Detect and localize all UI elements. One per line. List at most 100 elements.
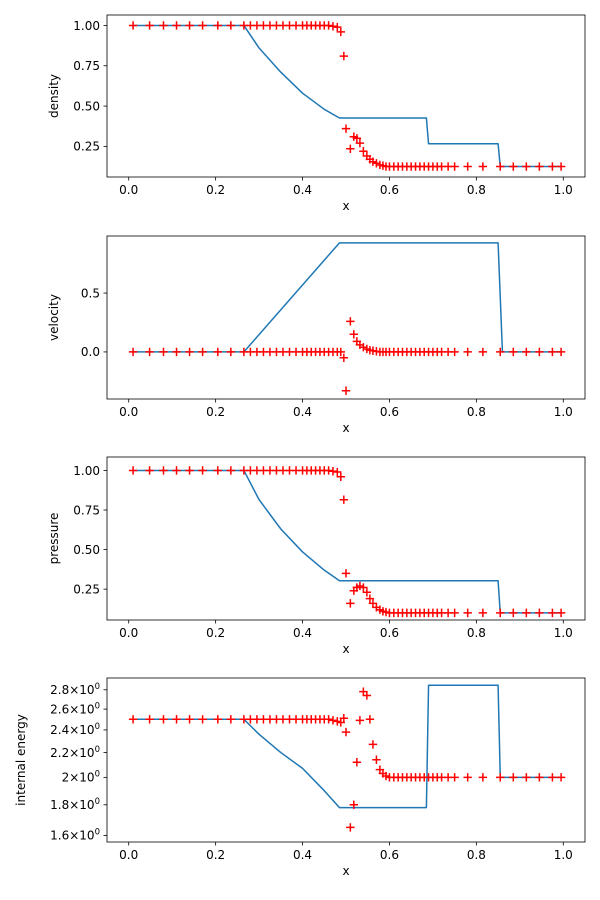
- x-tick-label: 1.0: [554, 405, 573, 419]
- y-tick-label: 0.50: [73, 543, 100, 557]
- data-point-marker: [145, 466, 154, 475]
- data-point-marker: [341, 386, 351, 395]
- data-point-marker: [324, 466, 333, 475]
- data-point-marker: [339, 714, 349, 723]
- data-point-marker: [128, 466, 138, 475]
- y-tick-label: 0.50: [73, 99, 100, 113]
- data-point-marker: [128, 347, 138, 357]
- data-point-marker: [352, 757, 362, 767]
- x-tick-label: 0.6: [380, 183, 399, 197]
- y-tick-label: 2.6×100: [50, 701, 100, 716]
- data-point-marker: [556, 162, 566, 171]
- x-tick-label: 0.4: [293, 848, 312, 862]
- data-point-marker: [365, 594, 375, 603]
- data-point-marker: [496, 608, 505, 618]
- data-point-marker: [368, 740, 378, 749]
- data-point-marker: [226, 715, 236, 724]
- y-tick-label: 2.8×100: [50, 682, 100, 697]
- y-tick-label: 1.00: [73, 19, 100, 33]
- subplot-3: 0.0 0.2 0.4 0.6 0.8 1.0 1.6×100 1.8×100 2×100 2.2…: [14, 677, 586, 878]
- data-point-marker: [346, 144, 355, 153]
- data-point-marker: [339, 51, 349, 61]
- x-tick-label: 0.8: [467, 405, 486, 419]
- data-point-marker: [185, 347, 194, 357]
- data-point-marker: [478, 162, 488, 171]
- plot-area: [128, 21, 566, 171]
- data-point-marker: [463, 162, 472, 171]
- data-point-marker: [333, 22, 342, 32]
- data-point-marker: [226, 21, 236, 30]
- x-axis-label: x: [342, 864, 349, 878]
- data-point-marker: [535, 773, 544, 782]
- x-axis-label: x: [342, 642, 349, 656]
- y-tick-label: 0.75: [73, 503, 100, 517]
- data-point-marker: [535, 162, 544, 171]
- x-tick-label: 0.0: [119, 405, 138, 419]
- data-point-marker: [128, 21, 138, 30]
- data-point-marker: [172, 347, 181, 357]
- data-point-marker: [365, 715, 375, 724]
- data-point-marker: [548, 608, 557, 618]
- x-tick-label: 1.0: [554, 626, 573, 640]
- data-point-marker: [359, 583, 368, 592]
- y-tick-label: 1.6×100: [50, 828, 100, 843]
- data-point-marker: [198, 21, 207, 30]
- axes-frame: [106, 677, 586, 843]
- data-point-marker: [185, 21, 194, 30]
- numerical-markers: [128, 21, 566, 171]
- data-point-marker: [372, 755, 381, 764]
- data-point-marker: [463, 608, 472, 618]
- data-point-marker: [213, 347, 223, 357]
- data-point-marker: [478, 608, 488, 618]
- data-point-marker: [328, 467, 338, 476]
- y-tick-label: 2×100: [62, 770, 100, 785]
- y-axis-label: internal energy: [14, 714, 28, 806]
- data-point-marker: [522, 162, 531, 171]
- x-tick-label: 0.0: [119, 183, 138, 197]
- subplot-1: 0.0 0.2 0.4 0.6 0.8 1.0 0.0 0.5 x velocity: [47, 235, 586, 435]
- data-point-marker: [159, 347, 168, 357]
- exact-solution-line: [133, 469, 562, 614]
- plot-area: [128, 466, 566, 618]
- y-tick-label: 0.0: [81, 345, 100, 359]
- x-tick-label: 0.4: [293, 405, 312, 419]
- numerical-markers: [128, 687, 566, 832]
- data-point-marker: [522, 347, 531, 357]
- x-tick-label: 0.8: [467, 848, 486, 862]
- x-tick-label: 0.8: [467, 626, 486, 640]
- data-point-marker: [496, 773, 505, 782]
- x-tick-label: 0.0: [119, 848, 138, 862]
- y-tick-label: 0.75: [73, 59, 100, 73]
- data-point-marker: [341, 569, 351, 578]
- numerical-markers: [128, 466, 566, 618]
- data-point-marker: [355, 716, 365, 725]
- data-point-marker: [478, 773, 488, 782]
- data-point-marker: [339, 353, 349, 363]
- x-axis-label: x: [342, 421, 349, 435]
- data-point-marker: [362, 691, 372, 700]
- x-tick-label: 0.0: [119, 626, 138, 640]
- data-point-marker: [496, 162, 505, 171]
- exact-solution-line: [133, 24, 562, 168]
- x-tick-label: 0.2: [206, 405, 225, 419]
- data-point-marker: [355, 138, 365, 148]
- data-point-marker: [185, 715, 194, 724]
- x-tick-label: 0.2: [206, 848, 225, 862]
- data-point-marker: [336, 472, 345, 481]
- x-tick-label: 0.2: [206, 183, 225, 197]
- x-tick-label: 0.4: [293, 183, 312, 197]
- x-axis-label: x: [342, 199, 349, 213]
- data-point-marker: [198, 466, 207, 475]
- data-point-marker: [362, 588, 372, 597]
- data-point-marker: [145, 715, 154, 724]
- data-point-marker: [346, 823, 355, 832]
- data-point-marker: [333, 467, 342, 477]
- plot-area: [128, 242, 566, 395]
- data-point-marker: [556, 773, 566, 782]
- data-point-marker: [346, 317, 355, 326]
- y-tick-label: 2.2×100: [50, 745, 100, 760]
- data-point-marker: [478, 347, 488, 357]
- x-tick-label: 0.6: [380, 848, 399, 862]
- subplot-0: 0.0 0.2 0.4 0.6 0.8 1.0 0.25 0.50 0.75 1.00 x densi…: [47, 14, 586, 213]
